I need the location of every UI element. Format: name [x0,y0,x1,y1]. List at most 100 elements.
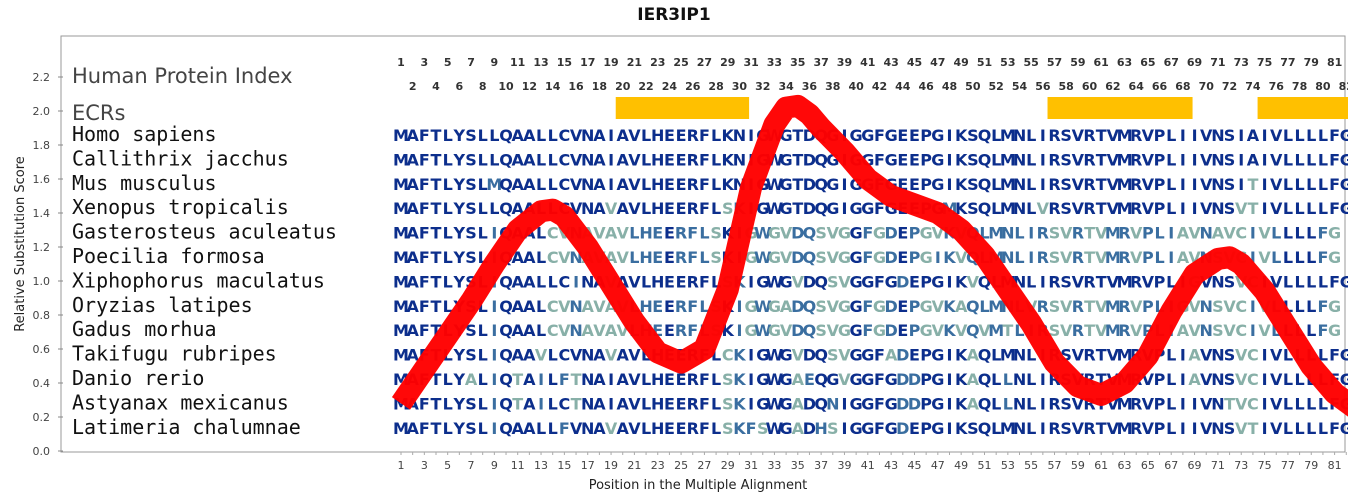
residue: F [1329,175,1340,194]
y-tick-label: 1.4 [33,207,51,220]
residue: A [1247,150,1260,169]
residue: N [733,126,746,145]
residue: A [582,321,595,340]
residue: M [393,297,409,316]
x-tick-label: 79 [1304,459,1318,472]
residue: L [443,370,453,389]
residue: L [478,175,488,194]
residue: C [1235,224,1247,243]
residue: Y [453,150,466,169]
residue: L [711,346,721,365]
residue: L [1306,272,1316,291]
residue: Q [499,394,513,413]
residue: P [920,175,932,194]
residue: A [523,370,536,389]
residue: T [1084,321,1095,340]
residue: I [1262,199,1268,218]
residue: A [593,126,606,145]
residue: L [489,126,499,145]
human-index-even: 56 [1035,80,1051,93]
residue: L [1294,370,1304,389]
residue: P [920,126,932,145]
residue: S [1224,150,1236,169]
residue: I [491,321,497,340]
residue: D [884,248,897,267]
residue: L [478,248,488,267]
residue: L [1166,199,1176,218]
residue: I [1238,126,1244,145]
residue: I [947,346,953,365]
human-index-odd: 79 [1304,56,1319,69]
residue: L [1026,394,1036,413]
human-index-even: 44 [895,80,911,93]
residue: D [803,272,816,291]
residue: I [1192,419,1198,438]
residue: M [393,175,409,194]
species-name: Danio rerio [72,366,204,390]
residue: G [745,248,758,267]
residue: L [991,150,1001,169]
residue: R [1130,126,1142,145]
residue: L [629,224,639,243]
residue: T [1247,175,1258,194]
x-tick-label: 19 [604,459,618,472]
residue: V [1072,419,1085,438]
residue: I [841,394,847,413]
species-name: Latimeria chalumnae [72,415,301,439]
x-tick-label: 55 [1024,459,1038,472]
residue: V [1060,321,1073,340]
x-tick-label: 3 [421,459,428,472]
residue: R [1118,321,1130,340]
residue: L [478,224,488,243]
residue: C [1235,297,1247,316]
residue: L [548,394,558,413]
residue: T [1224,394,1235,413]
residue: R [1048,175,1060,194]
residue: R [1037,297,1049,316]
residue: T [1247,199,1258,218]
residue: L [548,346,558,365]
residue: A [792,370,805,389]
residue: P [1142,248,1154,267]
residue: F [1317,321,1328,340]
residue: E [664,370,675,389]
residue: Q [499,150,513,169]
residue: L [548,126,558,145]
residue: V [1107,346,1120,365]
residue: G [873,321,886,340]
residue: L [629,248,639,267]
residue: M [393,419,409,438]
residue: S [1212,321,1224,340]
residue: Q [978,199,992,218]
residue: V [558,248,571,267]
residue: I [748,126,754,145]
human-index-even: 64 [1129,80,1145,93]
residue: F [874,199,885,218]
residue: R [675,321,687,340]
residue: I [1262,126,1268,145]
residue: K [943,248,956,267]
residue: S [967,150,979,169]
residue: R [687,394,699,413]
residue: I [748,346,754,365]
residue: V [1258,224,1271,243]
residue: T [792,150,803,169]
residue: F [699,370,710,389]
residue: L [1003,394,1013,413]
residue: L [536,126,546,145]
human-index-odd: 5 [444,56,452,69]
species-name: Xiphophorus maculatus [72,268,325,292]
residue: L [536,321,546,340]
residue: S [815,297,827,316]
residue: C [559,272,571,291]
residue: L [1154,297,1164,316]
residue: V [605,346,618,365]
x-tick-label: 81 [1328,459,1342,472]
residue: G [780,394,793,413]
human-index-even: 36 [802,80,818,93]
residue: G [1340,370,1348,389]
residue: T [431,248,442,267]
residue: L [1318,346,1328,365]
residue: R [687,126,699,145]
residue: I [748,370,754,389]
